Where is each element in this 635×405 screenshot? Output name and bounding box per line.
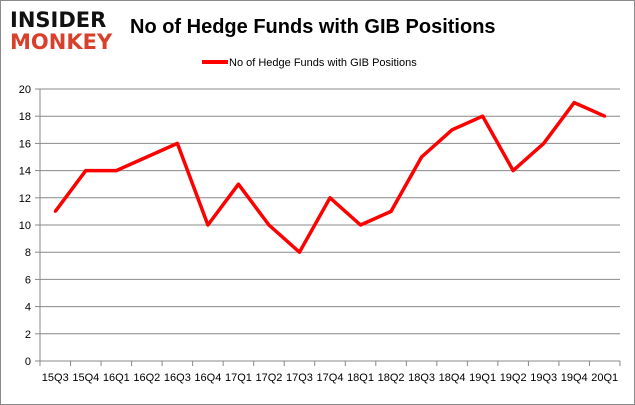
data-point — [328, 196, 332, 200]
y-tick-label: 12 — [19, 193, 31, 205]
x-tick-label: 18Q2 — [378, 372, 405, 384]
legend-label: No of Hedge Funds with GIB Positions — [229, 57, 417, 69]
x-tick-label: 19Q1 — [469, 372, 496, 384]
x-tick-label: 15Q3 — [42, 372, 69, 384]
x-tick-label: 17Q1 — [225, 372, 252, 384]
y-tick-label: 2 — [25, 329, 31, 341]
data-point — [359, 223, 363, 227]
logo: INSIDER MONKEY — [10, 8, 113, 54]
x-tick-label: 16Q1 — [103, 372, 130, 384]
data-point — [297, 250, 301, 254]
y-tick-label: 10 — [19, 220, 31, 232]
data-point — [175, 141, 179, 145]
logo-line-2: MONKEY — [10, 30, 113, 54]
data-point — [511, 169, 515, 173]
data-point — [389, 209, 393, 213]
data-point — [481, 114, 485, 118]
x-tick-label: 16Q2 — [133, 372, 160, 384]
data-point — [236, 182, 240, 186]
legend: No of Hedge Funds with GIB Positions — [202, 57, 417, 69]
data-point — [450, 128, 454, 132]
data-point — [603, 114, 607, 118]
x-tick-label: 16Q4 — [194, 372, 221, 384]
y-tick-label: 4 — [25, 302, 31, 314]
x-tick-label: 17Q2 — [255, 372, 282, 384]
y-tick-label: 14 — [19, 166, 31, 178]
data-point — [542, 141, 546, 145]
x-tick-label: 19Q2 — [500, 372, 527, 384]
x-tick-label: 18Q1 — [347, 372, 374, 384]
data-point — [53, 209, 57, 213]
x-tick-label: 16Q3 — [164, 372, 191, 384]
data-point — [84, 169, 88, 173]
y-tick-label: 20 — [19, 84, 31, 96]
y-tick-label: 6 — [25, 274, 31, 286]
data-point — [267, 223, 271, 227]
chart-title: No of Hedge Funds with GIB Positions — [130, 16, 496, 38]
y-tick-label: 18 — [19, 111, 31, 123]
data-point — [145, 155, 149, 159]
x-tick-label: 18Q4 — [439, 372, 466, 384]
x-tick-label: 17Q3 — [286, 372, 313, 384]
data-point — [420, 155, 424, 159]
series-line — [53, 100, 606, 254]
x-tick-label: 19Q4 — [561, 372, 588, 384]
x-tick-label: 18Q3 — [408, 372, 435, 384]
y-tick-label: 8 — [25, 247, 31, 259]
x-tick-label: 20Q1 — [591, 372, 618, 384]
x-tick-label: 15Q4 — [72, 372, 99, 384]
x-tick-label: 19Q3 — [530, 372, 557, 384]
y-tick-label: 16 — [19, 138, 31, 150]
data-point — [206, 223, 210, 227]
logo-line-1: INSIDER — [10, 8, 106, 32]
x-tick-label: 17Q4 — [317, 372, 344, 384]
data-point — [572, 101, 576, 105]
data-point — [114, 169, 118, 173]
y-tick-label: 0 — [25, 356, 31, 368]
